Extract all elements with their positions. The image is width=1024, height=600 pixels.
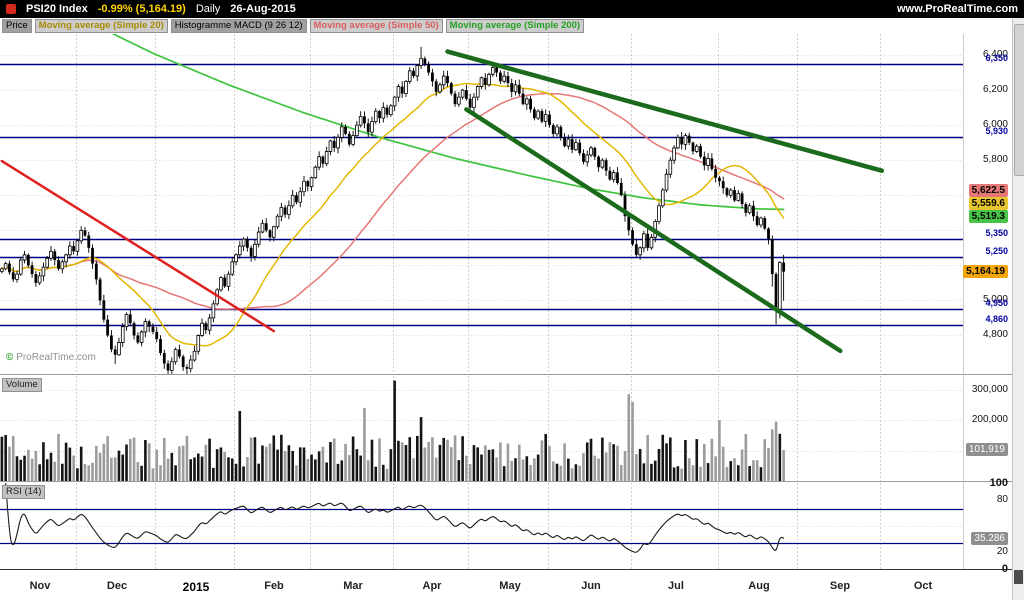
price-change: -0.99% (5,164.19) (97, 3, 186, 15)
ma-value-badge: 5,559.6 (968, 197, 1008, 210)
volume-tick-label: 200,000 (971, 414, 1008, 425)
volume-value-badge: 101,919 (965, 443, 1008, 456)
symbol-name: PSI20 Index (26, 3, 88, 15)
vertical-scrollbar[interactable] (1012, 18, 1024, 600)
scrollbar-button[interactable] (1014, 570, 1023, 584)
date-label: 26-Aug-2015 (230, 3, 296, 15)
rsi-tick-label: 20 (996, 546, 1008, 557)
level-price-label: 5,930 (985, 126, 1008, 136)
watermark-text: ProRealTime.com (16, 352, 96, 363)
price-tick-label: 6,400 (982, 49, 1008, 60)
price-tick-label: 5,000 (982, 294, 1008, 305)
volume-tick-label: 300,000 (971, 384, 1008, 395)
price-tick-label: 4,800 (982, 329, 1008, 340)
rsi-panel-label[interactable]: RSI (14) (2, 485, 46, 499)
rsi-value-badge: 35.286 (971, 532, 1008, 545)
price-tick-label: 5,800 (982, 154, 1008, 165)
title-bar: PSI20 Index -0.99% (5,164.19) Daily 26-A… (0, 0, 1024, 18)
rsi-tick-label: 0 (1001, 563, 1008, 575)
legend-bar: Price Moving average (Simple 20) Histogr… (0, 18, 585, 34)
scrollbar-thumb[interactable] (1014, 24, 1024, 176)
legend-ma50-chip[interactable]: Moving average (Simple 50) (309, 19, 443, 33)
app-icon (6, 4, 16, 14)
legend-macd-chip[interactable]: Histogramme MACD (9 26 12) (170, 19, 307, 33)
rsi-tick-label: 80 (996, 494, 1008, 505)
ma-value-badge: 5,519.3 (968, 210, 1008, 223)
legend-ma20-chip[interactable]: Moving average (Simple 20) (34, 19, 168, 33)
rsi-tick-label: 100 (989, 477, 1008, 489)
price-tick-label: 6,000 (982, 119, 1008, 130)
site-link[interactable]: www.ProRealTime.com (896, 3, 1018, 15)
legend-price-chip[interactable]: Price (2, 19, 32, 33)
price-tick-label: 6,200 (982, 84, 1008, 95)
volume-panel-label[interactable]: Volume (2, 378, 42, 392)
instrument-info: PSI20 Index -0.99% (5,164.19) Daily 26-A… (6, 3, 296, 15)
legend-ma200-chip[interactable]: Moving average (Simple 200) (445, 19, 585, 33)
level-price-label: 5,250 (985, 246, 1008, 256)
watermark: © ProRealTime.com (6, 352, 96, 363)
ma-value-badge: 5,622.5 (968, 184, 1008, 197)
last-price-badge: 5,164.19 (963, 265, 1008, 278)
level-price-label: 4,950 (985, 298, 1008, 308)
level-price-label: 4,860 (985, 314, 1008, 324)
price-axis[interactable]: 6,400 6,200 6,000 5,800 5,000 4,800 6,350 5,930… (963, 0, 1012, 600)
level-price-label: 5,350 (985, 228, 1008, 238)
level-price-label: 6,350 (985, 53, 1008, 63)
timeframe-label: Daily (195, 3, 221, 15)
copyright-icon: © (6, 352, 14, 363)
